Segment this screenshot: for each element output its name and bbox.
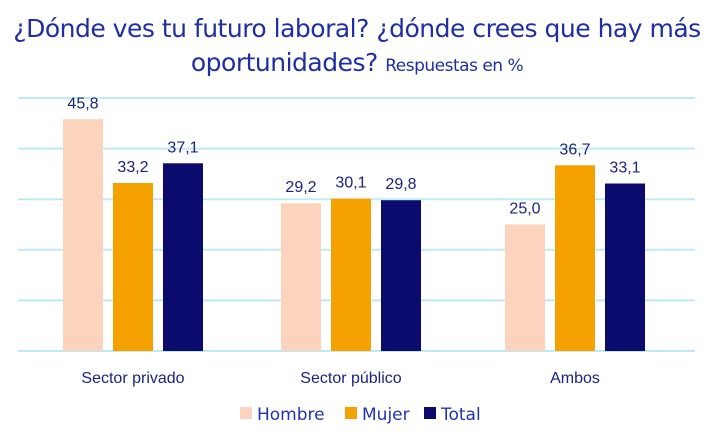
title-main: ¿Dónde ves tu futuro laboral? ¿dónde cre… [13,14,701,77]
chart-title: ¿Dónde ves tu futuro laboral? ¿dónde cre… [0,12,714,83]
category-label: Sector público [300,370,401,387]
data-label: 45,8 [67,95,98,112]
data-label: 29,8 [385,176,416,193]
legend-swatch [240,407,252,419]
legend-swatch [424,407,436,419]
data-label: 36,7 [559,141,590,158]
bar-hombre [281,203,321,351]
bar-mujer [113,183,153,351]
legend-label: Mujer [362,405,410,425]
data-label: 30,1 [335,175,366,192]
legend-label: Hombre [257,405,325,425]
data-label: 37,1 [167,139,198,156]
legend-swatch [345,407,357,419]
data-label: 29,2 [285,179,316,196]
title-subtitle: Respuestas en % [385,56,524,76]
data-label: 25,0 [509,201,540,218]
bar-hombre [63,119,103,351]
data-label: 33,2 [117,159,148,176]
data-label: 33,1 [609,160,640,177]
bar-total [163,163,203,351]
category-label: Ambos [550,370,600,387]
bar-mujer [331,198,371,351]
legend-label: Total [440,405,481,425]
bar-total [605,183,645,351]
bar-hombre [505,224,545,351]
category-label: Sector privado [81,370,184,387]
bar-total [381,200,421,351]
bar-mujer [555,165,595,351]
